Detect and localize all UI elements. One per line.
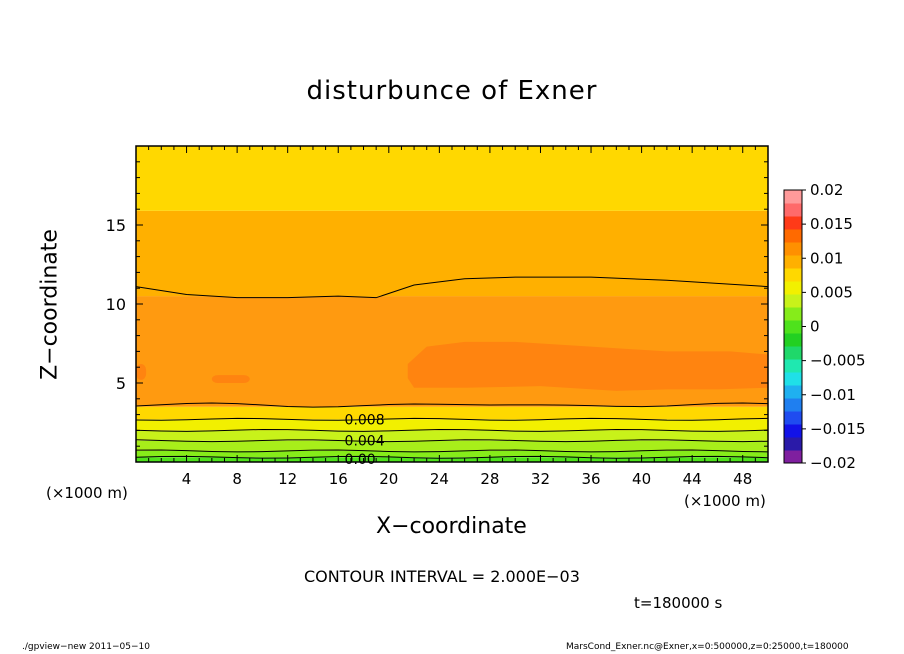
colorbar-swatch-12 — [784, 294, 802, 308]
colorbar-swatch-7 — [784, 359, 802, 373]
x-unit-right: (×1000 m) — [684, 492, 766, 510]
x-tick-label: 44 — [683, 470, 702, 488]
x-tick-label: 4 — [182, 470, 192, 488]
contour-line-4 — [135, 417, 769, 421]
colorbar-swatch-20 — [784, 190, 802, 204]
colorbar-tick-label: −0.02 — [810, 454, 856, 472]
colorbar-tick-label: 0.015 — [810, 215, 853, 233]
contour-line-upper — [135, 276, 769, 299]
contour-interval-text: CONTOUR INTERVAL = 2.000E−03 — [304, 567, 580, 586]
colorbar-swatch-19 — [784, 203, 802, 217]
colorbar-swatch-17 — [784, 229, 802, 243]
field-patch-0 — [211, 375, 250, 383]
colorbar-swatch-16 — [784, 242, 802, 256]
y-tick-label: 10 — [106, 295, 126, 314]
x-tick-label: 8 — [232, 470, 242, 488]
contour-lines — [135, 276, 769, 459]
footer-left: ./gpview−new 2011−05−10 — [22, 642, 150, 652]
colorbar-tick-label: −0.005 — [810, 352, 866, 370]
colorbar: 0.02 0.015 0.01 0.005 0 −0.005 −0.01 −0.015 −0.0… — [783, 181, 866, 472]
field-band-3 — [136, 430, 768, 441]
x-axis-label: X−coordinate — [376, 514, 527, 539]
field-upper-region — [136, 277, 768, 298]
colorbar-tick-label: 0 — [810, 318, 820, 336]
colorbar-swatch-9 — [784, 333, 802, 347]
field-max-region — [407, 341, 768, 391]
field-band-8 — [136, 146, 768, 211]
x-unit-left: (×1000 m) — [46, 484, 128, 502]
colorbar-swatch-5 — [784, 385, 802, 399]
x-tick-label: 20 — [379, 470, 398, 488]
x-tick-label: 32 — [531, 470, 550, 488]
contour-line-2 — [135, 439, 769, 443]
contour-field — [136, 146, 768, 462]
y-axis-ticks: 5 10 15 — [106, 145, 768, 463]
x-tick-label: 40 — [632, 470, 651, 488]
field-band-1 — [136, 450, 768, 458]
contour-label-1: 0.004 — [345, 434, 385, 450]
colorbar-tick-label: −0.01 — [810, 386, 856, 404]
x-tick-label: 12 — [278, 470, 297, 488]
y-tick-label: 5 — [116, 374, 126, 393]
colorbar-swatch-13 — [784, 281, 802, 295]
colorbar-swatch-0 — [784, 450, 802, 464]
colorbar-swatch-2 — [784, 424, 802, 438]
colorbar-swatch-6 — [784, 372, 802, 386]
footer-right: MarsCond_Exner.nc@Exner,x=0:500000,z=0:2… — [566, 642, 849, 652]
y-tick-label: 15 — [106, 216, 126, 235]
contour-line-3 — [135, 429, 769, 432]
time-label: t=180000 s — [634, 594, 723, 612]
contour-line-1 — [135, 449, 769, 453]
colorbar-tick-label: 0.01 — [810, 249, 843, 267]
field-band-2 — [136, 440, 768, 451]
chart-title: disturbunce of Exner — [306, 76, 598, 106]
colorbar-swatch-14 — [784, 268, 802, 282]
colorbar-swatch-3 — [784, 411, 802, 425]
contour-label-2: 0.00 — [345, 452, 376, 468]
x-axis-ticks: 4 8 12 16 20 24 28 32 36 40 44 48 — [135, 146, 769, 488]
y-axis-label: Z−coordinate — [37, 229, 63, 380]
colorbar-swatch-18 — [784, 216, 802, 230]
colorbar-tick-label: 0.005 — [810, 283, 853, 301]
colorbar-swatch-8 — [784, 346, 802, 360]
colorbar-tick-label: −0.015 — [810, 420, 866, 438]
colorbar-swatch-11 — [784, 307, 802, 321]
colorbar-swatch-10 — [784, 320, 802, 334]
colorbar-swatch-1 — [784, 437, 802, 451]
x-tick-label: 48 — [733, 470, 752, 488]
x-tick-label: 28 — [480, 470, 499, 488]
field-band-5 — [136, 406, 768, 420]
colorbar-tick-label: 0.02 — [810, 181, 843, 199]
x-tick-label: 36 — [581, 470, 600, 488]
colorbar-swatch-4 — [784, 398, 802, 412]
field-patch-1 — [136, 364, 147, 380]
contour-label-0: 0.008 — [345, 412, 385, 428]
colorbar-swatch-15 — [784, 255, 802, 269]
x-tick-label: 16 — [329, 470, 348, 488]
contour-line-5 — [135, 402, 769, 408]
contour-labels: 0.008 0.004 0.00 — [345, 412, 385, 468]
x-tick-label: 24 — [430, 470, 449, 488]
field-band-4 — [136, 419, 768, 431]
